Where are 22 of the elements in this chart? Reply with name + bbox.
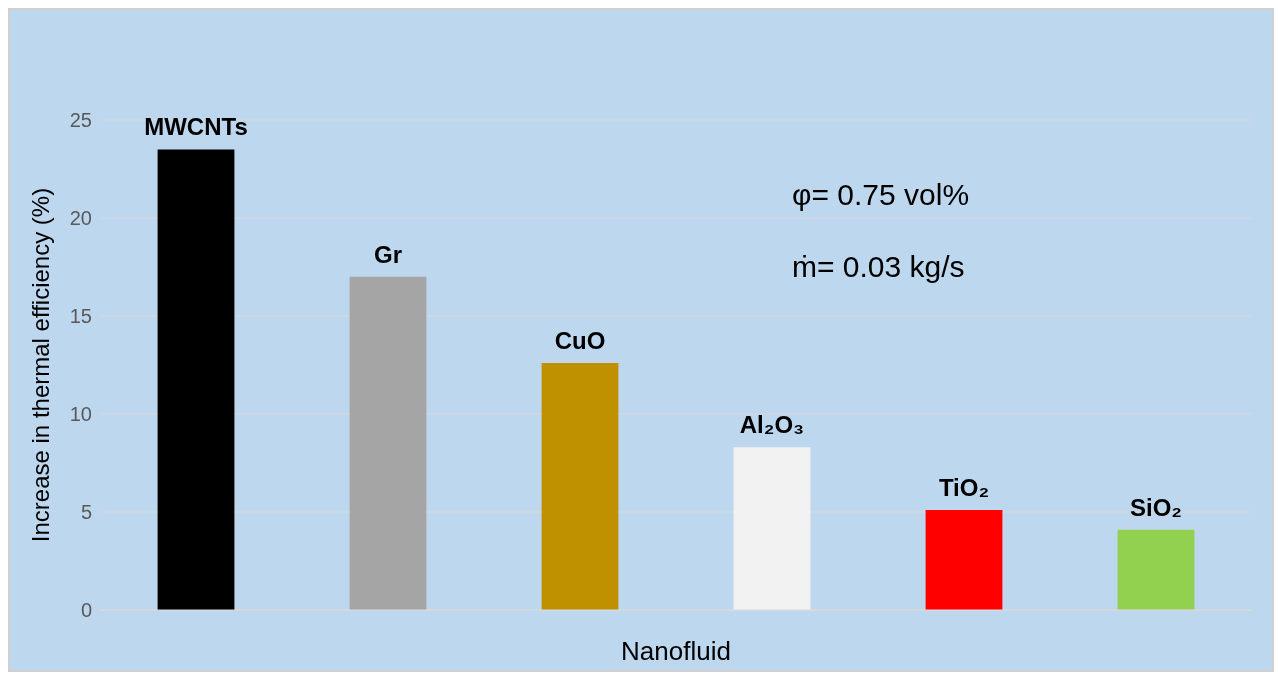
y-tick-label: 10	[69, 403, 92, 426]
bar	[541, 363, 619, 610]
y-tick-label: 15	[69, 305, 92, 328]
bar	[157, 149, 235, 610]
y-tick-label: 20	[69, 207, 92, 230]
x-tick-label: CuO	[554, 327, 606, 355]
x-tick-label: MWCNTs	[144, 113, 248, 141]
x-tick-label: SiO₂	[1129, 493, 1183, 521]
y-tick-label: 5	[80, 501, 92, 524]
x-tick-label: Al₂O₃	[739, 411, 805, 439]
x-axis-title: Nanofluid	[621, 636, 731, 666]
bar	[1117, 529, 1195, 610]
y-tick-label: 25	[69, 109, 92, 132]
y-axis-title: Increase in thermal efficiency (%)	[26, 187, 54, 543]
annotation: ṁ= 0.03 kg/s	[792, 250, 965, 284]
x-tick-label: Gr	[373, 240, 403, 268]
bar	[733, 447, 811, 610]
bar	[925, 510, 1003, 610]
annotation: φ= 0.75 vol%	[792, 178, 970, 212]
y-tick-label: 0	[80, 599, 92, 622]
bar	[349, 276, 427, 610]
x-tick-label: TiO₂	[938, 474, 990, 502]
